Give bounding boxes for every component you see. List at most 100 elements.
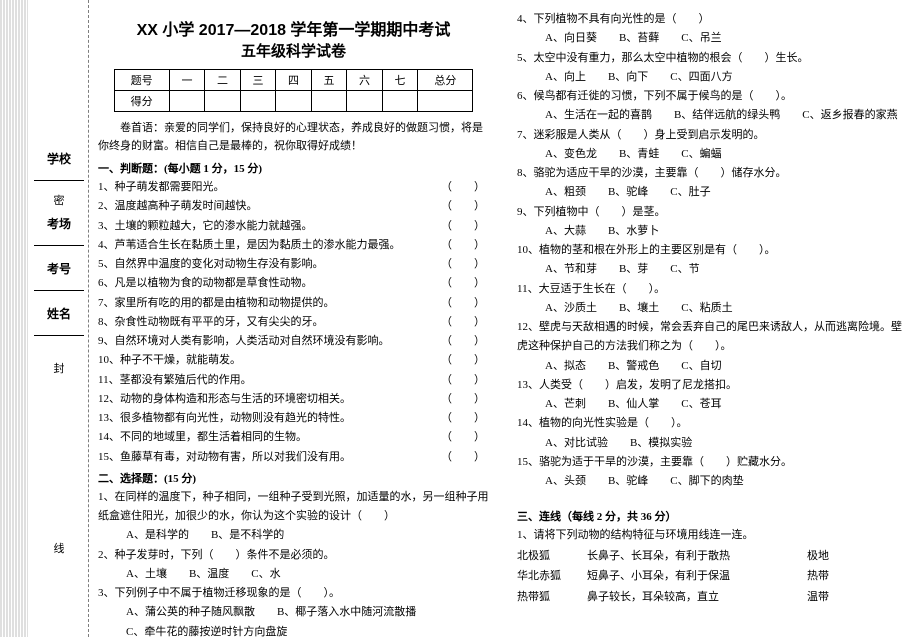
- side-name-line: [34, 324, 84, 336]
- choice-q1-stem: 1、在同样的温度下，种子相同，一组种子受到光照，加适量的水，另一组种子用纸盒遮住…: [98, 488, 489, 527]
- match-r3-right: 温带: [807, 587, 867, 608]
- paren: （ ）: [441, 255, 485, 274]
- judge-q11: 11、茎都没有繁殖后代的作用。 （ ）: [98, 371, 489, 390]
- choice-q3-stem: 3、下列例子中不属于植物迁移现象的是（ ）。: [98, 584, 489, 603]
- choice-q4-opts: A、向日葵 B、苔藓 C、吊兰: [517, 29, 908, 48]
- judge-q10-text: 10、种子不干燥，就能萌发。: [98, 354, 241, 366]
- exam-title-line1: XX 小学 2017—2018 学年第一学期期中考试: [98, 16, 489, 40]
- score-v2: [205, 91, 241, 112]
- choice-q14-opts: A、对比试验 B、模拟实验: [517, 434, 908, 453]
- section1-title: 一、判断题：(每小题 1 分，15 分): [98, 160, 489, 176]
- score-h0: 题号: [114, 70, 169, 91]
- binding-edge: [0, 0, 28, 637]
- side-column: 学校 密 考场 考号 姓名 封 线: [28, 0, 90, 637]
- seal-char-mi: 密: [54, 192, 65, 208]
- judge-q9: 9、自然环境对人类有影响，人类活动对自然环境没有影响。 （ ）: [98, 332, 489, 351]
- score-v8: [418, 91, 473, 112]
- side-school-line: [34, 169, 84, 181]
- match-r2-right: 热带: [807, 566, 867, 587]
- choice-q11-opts: A、沙质土 B、壤土 C、粘质土: [517, 299, 908, 318]
- choice-q3-opts: A、蒲公英的种子随风飘散 B、椰子落入水中随河流散播: [98, 603, 489, 622]
- side-name: 姓名: [28, 305, 90, 336]
- match-r2-mid: 短鼻子、小耳朵，有利于保温: [587, 566, 807, 587]
- paren: （ ）: [441, 178, 485, 197]
- judge-q14: 14、不同的地域里，都生活着相同的生物。（ ）: [98, 428, 489, 447]
- match-intro: 1、请将下列动物的结构特征与环境用线连一连。: [517, 526, 908, 545]
- score-table: 题号 一 二 三 四 五 六 七 总分 得分: [114, 69, 474, 112]
- paren: （ ）: [441, 428, 485, 447]
- score-h4: 四: [276, 70, 312, 91]
- match-r1-left: 北极狐: [517, 546, 587, 567]
- intro-paragraph: 卷首语：亲爱的同学们，保持良好的心理状态，养成良好的做题习惯，将是你终身的财富。…: [98, 120, 489, 155]
- match-r1-right: 极地: [807, 546, 867, 567]
- score-h7: 七: [382, 70, 418, 91]
- score-h5: 五: [311, 70, 347, 91]
- judge-q15-text: 15、鱼藤草有毒，对动物有害，所以对我们没有用。: [98, 451, 351, 463]
- side-school: 学校: [28, 150, 90, 181]
- judge-q3-text: 3、土壤的颗粒越大，它的渗水能力就越强。: [98, 220, 313, 232]
- judge-q9-text: 9、自然环境对人类有影响，人类活动对自然环境没有影响。: [98, 335, 390, 347]
- side-school-label: 学校: [28, 150, 90, 167]
- match-row-2: 华北赤狐 短鼻子、小耳朵，有利于保温 热带: [517, 566, 908, 587]
- paren: （ ）: [441, 371, 485, 390]
- choice-q12-opts: A、拟态 B、警戒色 C、自切: [517, 357, 908, 376]
- choice-q8-stem: 8、骆驼为适应干旱的沙漠，主要靠（ ）储存水分。: [517, 164, 908, 183]
- judge-q13-text: 13、很多植物都有向光性，动物则没有趋光的特性。: [98, 412, 351, 424]
- choice-q5-stem: 5、太空中没有重力，那么太空中植物的根会（ ）生长。: [517, 49, 908, 68]
- paren: （ ）: [441, 351, 485, 370]
- right-column: 4、下列植物不具有向光性的是（ ） A、向日葵 B、苔藓 C、吊兰 5、太空中没…: [517, 10, 908, 630]
- seal-char-xian: 线: [54, 540, 65, 556]
- match-r1-mid: 长鼻子、长耳朵，有利于散热: [587, 546, 807, 567]
- score-v1: [169, 91, 205, 112]
- side-room-line: [34, 234, 84, 246]
- choice-q2-opts: A、土壤 B、温度 C、水: [98, 565, 489, 584]
- section3-title: 三、连线（每线 2 分，共 36 分）: [517, 508, 908, 524]
- paren: （ ）: [441, 313, 485, 332]
- judge-q10: 10、种子不干燥，就能萌发。 （ ）: [98, 351, 489, 370]
- choice-q9-opts: A、大蒜 B、水萝卜: [517, 222, 908, 241]
- side-seat-line: [34, 279, 84, 291]
- match-r3-left: 热带狐: [517, 587, 587, 608]
- score-v4: [276, 91, 312, 112]
- choice-q1-opts: A、是科学的 B、是不科学的: [98, 526, 489, 545]
- judge-q4: 4、芦苇适合生长在黏质土里，是因为黏质土的渗水能力最强。（ ）: [98, 236, 489, 255]
- judge-q1-text: 1、种子萌发都需要阳光。: [98, 181, 225, 193]
- exam-title-line2: 五年级科学试卷: [98, 40, 489, 61]
- judge-q2-text: 2、温度越高种子萌发时间越快。: [98, 200, 258, 212]
- choice-q8-opts: A、粗颈 B、驼峰 C、肚子: [517, 183, 908, 202]
- judge-q6: 6、凡是以植物为食的动物都是草食性动物。（ ）: [98, 274, 489, 293]
- judge-q7-text: 7、家里所有吃的用的都是由植物和动物提供的。: [98, 297, 335, 309]
- score-h8: 总分: [418, 70, 473, 91]
- spacer: [517, 491, 908, 505]
- choice-q12-stem: 12、壁虎与天敌相遇的时候，常会丢弃自己的尾巴来诱敌人，从而逃离险境。壁虎这种保…: [517, 318, 908, 357]
- paren: （ ）: [441, 332, 485, 351]
- choice-q10-stem: 10、植物的茎和根在外形上的主要区别是有（ ）。: [517, 241, 908, 260]
- score-v5: [311, 91, 347, 112]
- score-h6: 六: [347, 70, 383, 91]
- judge-q8: 8、杂食性动物既有平平的牙，又有尖尖的牙。（ ）: [98, 313, 489, 332]
- choice-q13-stem: 13、人类受（ ）启发，发明了尼龙搭扣。: [517, 376, 908, 395]
- score-h1: 一: [169, 70, 205, 91]
- judge-q7: 7、家里所有吃的用的都是由植物和动物提供的。 （ ）: [98, 294, 489, 313]
- score-value-row: 得分: [114, 91, 473, 112]
- judge-q11-text: 11、茎都没有繁殖后代的作用。: [98, 374, 252, 386]
- choice-q5-opts: A、向上 B、向下 C、四面八方: [517, 68, 908, 87]
- choice-q11-stem: 11、大豆适于生长在（ ）。: [517, 280, 908, 299]
- choice-q7-opts: A、变色龙 B、青蛙 C、蝙蝠: [517, 145, 908, 164]
- choice-q6-opts: A、生活在一起的喜鹊 B、结伴远航的绿头鸭 C、返乡报春的家燕: [517, 106, 908, 125]
- paren: （ ）: [441, 217, 485, 236]
- score-h3: 三: [240, 70, 276, 91]
- judge-q4-text: 4、芦苇适合生长在黏质土里，是因为黏质土的渗水能力最强。: [98, 239, 401, 251]
- judge-q12-text: 12、动物的身体构造和形态与生活的环境密切相关。: [98, 393, 351, 405]
- left-column: XX 小学 2017—2018 学年第一学期期中考试 五年级科学试卷 题号 一 …: [98, 10, 489, 630]
- section2-title: 二、选择题：(15 分): [98, 470, 489, 486]
- match-r2-left: 华北赤狐: [517, 566, 587, 587]
- paren: （ ）: [441, 390, 485, 409]
- score-v-label: 得分: [114, 91, 169, 112]
- side-seat: 考号: [28, 260, 90, 291]
- match-row-1: 北极狐 长鼻子、长耳朵，有利于散热 极地: [517, 546, 908, 567]
- paren: （ ）: [441, 197, 485, 216]
- choice-q10-opts: A、节和芽 B、芽 C、节: [517, 260, 908, 279]
- seal-char-feng: 封: [54, 360, 65, 376]
- paren: （ ）: [441, 294, 485, 313]
